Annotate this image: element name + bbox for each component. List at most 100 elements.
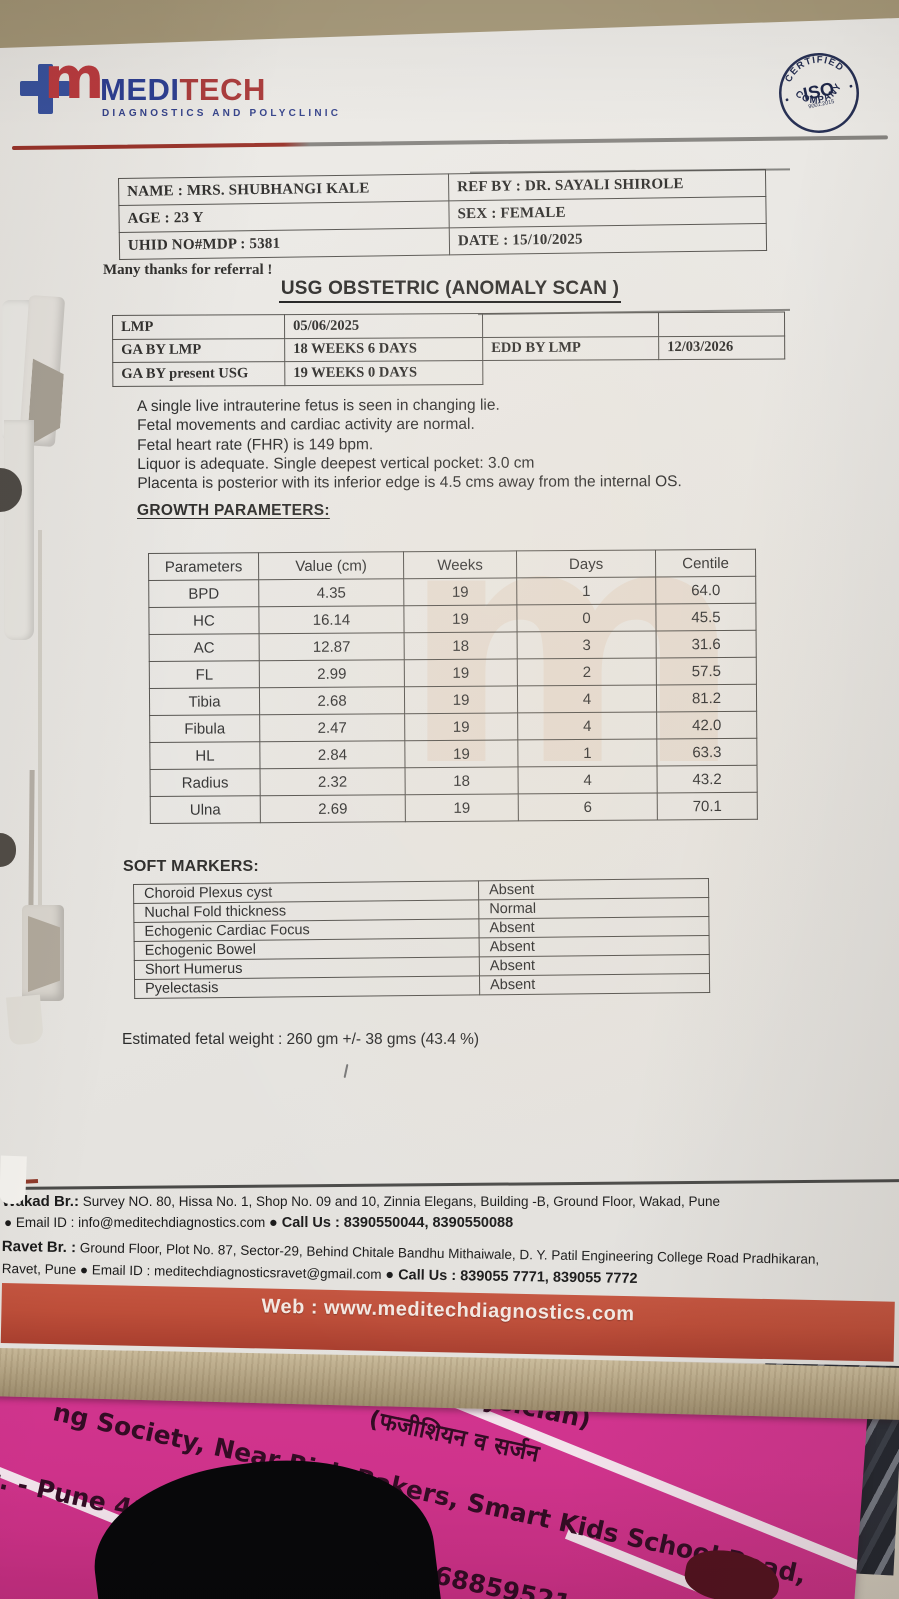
growth-cell: 2 <box>517 657 657 686</box>
footer-divider <box>0 1179 899 1190</box>
ravet-phone: ● Call Us : 839055 7771, 839055 7772 <box>385 1267 638 1287</box>
report-title-wrap: USG OBSTETRIC (ANOMALY SCAN ) <box>110 278 790 303</box>
patient-info-table: NAME : MRS. SHUBHANGI KALE REF BY : DR. … <box>118 169 767 260</box>
report-title: USG OBSTETRIC (ANOMALY SCAN ) <box>278 278 622 303</box>
wakad-email: ● Email ID : info@meditechdiagnostics.co… <box>4 1215 269 1230</box>
growth-cell: 12.87 <box>259 632 405 661</box>
growth-parameters-table: Parameters Value (cm) Weeks Days Centile… <box>148 549 758 824</box>
brand-tagline: DIAGNOSTICS AND POLYCLINIC <box>102 108 342 119</box>
report-paper: m MEDITECH DIAGNOSTICS AND POLYCLINIC CE… <box>0 18 899 1366</box>
growth-cell: 2.99 <box>259 659 405 688</box>
growth-cell: 2.84 <box>259 740 406 769</box>
stray-pen-mark <box>343 1063 349 1079</box>
growth-cell: Radius <box>150 768 261 797</box>
soft-marker-value: Absent <box>479 973 710 995</box>
ga-cell <box>658 311 785 337</box>
soft-markers-table: Choroid Plexus cyst Absent Nuchal Fold th… <box>133 878 710 999</box>
growth-cell: Tibia <box>149 687 260 716</box>
growth-parameters-heading: GROWTH PARAMETERS: <box>137 502 330 519</box>
growth-cell: 1 <box>517 738 657 767</box>
growth-cell: 63.3 <box>656 738 757 766</box>
footer-ravet-contact: Ravet, Pune ● Email ID : meditechdiagnos… <box>2 1261 638 1287</box>
finding-line: Placenta is posterior with its inferior … <box>137 473 682 493</box>
wakad-phone: ● Call Us : 8390550044, 8390550088 <box>268 1215 514 1231</box>
findings-paragraph: A single live intrauterine fetus is seen… <box>137 395 682 493</box>
table-row: BPD 4.35 19 1 64.0 <box>148 576 756 608</box>
table-row: HL 2.84 19 1 63.3 <box>149 738 757 770</box>
table-row: FL 2.99 19 2 57.5 <box>149 657 757 689</box>
growth-cell: 64.0 <box>655 576 756 604</box>
wakad-branch-label: Wakad Br.: <box>2 1193 79 1210</box>
growth-cell: 18 <box>405 766 519 795</box>
table-row: AC 12.87 18 3 31.6 <box>149 630 757 662</box>
footer-wakad-contact: ● Email ID : info@meditechdiagnostics.co… <box>4 1215 513 1231</box>
ga-cell: 18 WEEKS 6 DAYS <box>284 337 483 362</box>
table-row: Tibia 2.68 19 4 81.2 <box>149 684 757 716</box>
website-url: Web : www.meditechdiagnostics.com <box>261 1295 635 1326</box>
growth-col-header: Centile <box>655 549 756 577</box>
finding-line: Liquor is adequate. Single deepest verti… <box>137 454 535 473</box>
soft-marker-name: Pyelectasis <box>134 975 480 999</box>
soft-markers-heading: SOFT MARKERS: <box>123 858 259 875</box>
growth-cell: HL <box>149 741 261 770</box>
gestational-age-table: LMP 05/06/2025 GA BY LMP 18 WEEKS 6 DAYS… <box>112 311 785 386</box>
referral-note: Many thanks for referral ! <box>103 262 273 278</box>
ravet-branch-label: Ravet Br. : <box>1 1238 77 1257</box>
growth-cell: 70.1 <box>657 792 758 820</box>
footer-red-mark <box>0 1179 39 1185</box>
growth-cell: 19 <box>405 793 519 822</box>
finding-line: A single live intrauterine fetus is seen… <box>137 396 500 415</box>
growth-cell: 19 <box>403 577 517 606</box>
brand-name-tech: TECH <box>179 72 266 107</box>
website-bar: Web : www.meditechdiagnostics.com <box>0 1283 895 1362</box>
growth-cell: 1 <box>516 576 656 605</box>
growth-cell: 3 <box>517 630 657 659</box>
growth-cell: HC <box>148 606 260 635</box>
wakad-branch-address: Survey NO. 80, Hissa No. 1, Shop No. 09 … <box>78 1194 721 1209</box>
growth-cell: 45.5 <box>655 603 757 631</box>
growth-cell: 43.2 <box>656 765 758 793</box>
growth-cell: 4.35 <box>258 578 404 607</box>
growth-cell: 18 <box>404 631 518 660</box>
table-row: GA BY present USG 19 WEEKS 0 DAYS <box>112 359 785 386</box>
growth-cell: 4 <box>517 684 657 713</box>
thumb-shadow <box>150 1560 380 1599</box>
ga-cell: 19 WEEKS 0 DAYS <box>284 360 483 386</box>
iso-sub: 9001:2015 <box>808 99 835 110</box>
growth-cell: AC <box>149 633 260 662</box>
growth-cell: 57.5 <box>656 657 757 685</box>
ga-cell: LMP <box>112 314 285 339</box>
ravet-city: Ravet, Pune <box>1 1261 81 1278</box>
growth-cell: 2.69 <box>260 794 406 823</box>
growth-cell: 19 <box>403 604 518 633</box>
ravet-email: ● Email ID : meditechdiagnosticsravet@gm… <box>79 1262 386 1283</box>
growth-col-header: Parameters <box>148 552 259 581</box>
finding-line: Fetal heart rate (FHR) is 149 bpm. <box>137 435 374 454</box>
growth-cell: 6 <box>518 792 658 821</box>
table-row: Fibula 2.47 19 4 42.0 <box>149 711 757 743</box>
soft-marker-value: Absent <box>478 916 710 938</box>
growth-col-header: Days <box>516 549 656 578</box>
growth-cell: 2.32 <box>260 767 406 796</box>
growth-cell: 4 <box>518 765 658 794</box>
table-header-row: Parameters Value (cm) Weeks Days Centile <box>148 549 756 581</box>
growth-cell: 19 <box>404 739 519 768</box>
growth-col-header: Weeks <box>403 550 517 579</box>
growth-cell: 31.6 <box>656 630 757 658</box>
patient-date: DATE : 15/10/2025 <box>449 223 767 255</box>
ga-cell-empty <box>483 359 785 384</box>
growth-cell: 19 <box>404 712 518 741</box>
soft-marker-value: Absent <box>478 878 709 900</box>
growth-cell: 19 <box>404 658 518 687</box>
header-divider <box>11 135 888 150</box>
growth-cell: 4 <box>517 711 657 740</box>
growth-cell: 19 <box>404 685 518 714</box>
brand-name: MEDITECH <box>100 72 266 108</box>
table-row: GA BY LMP 18 WEEKS 6 DAYS EDD BY LMP 12/… <box>112 335 785 363</box>
table-row: LMP 05/06/2025 <box>112 311 785 339</box>
iso-certified-badge: CERTIFIED COMPANY ISO 9001:2015 <box>779 49 859 133</box>
soft-marker-value: Absent <box>479 935 710 957</box>
growth-cell: 2.68 <box>259 686 405 715</box>
soft-marker-value: Normal <box>478 897 709 919</box>
